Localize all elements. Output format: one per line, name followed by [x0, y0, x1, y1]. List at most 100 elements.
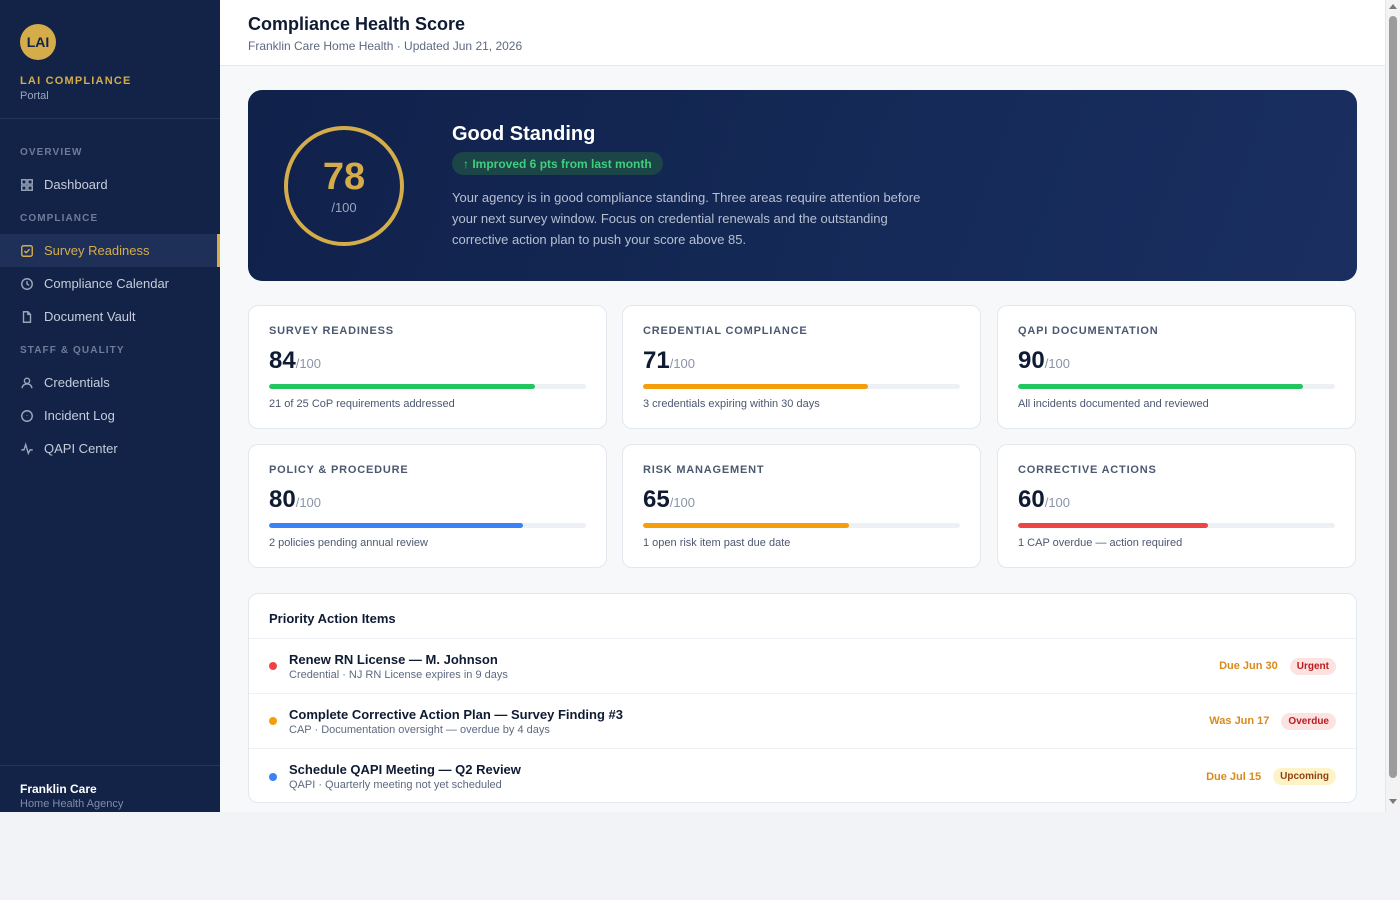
sidebar-item-document-vault[interactable]: Document Vault	[0, 300, 220, 333]
scroll-thumb[interactable]	[1389, 16, 1397, 778]
card-score-max: /100	[669, 356, 696, 371]
sidebar-item-qapi-center[interactable]: QAPI Center	[0, 432, 220, 465]
sidebar-item-dashboard[interactable]: Dashboard	[0, 168, 220, 201]
brand-subtitle: Portal	[20, 90, 49, 102]
brand: LAI LAI COMPLIANCE Portal	[0, 0, 220, 119]
card-note: 2 policies pending annual review	[269, 537, 428, 549]
card-score-value: 60	[1018, 486, 1045, 513]
score-ring: 78 /100	[284, 126, 404, 246]
status-badge: Upcoming	[1273, 768, 1336, 785]
brand-name: LAI COMPLIANCE	[20, 75, 132, 87]
action-item-title: Schedule QAPI Meeting — Q2 Review	[289, 762, 521, 777]
alert-circle-icon	[20, 409, 34, 423]
page-header: Compliance Health Score Franklin Care Ho…	[220, 0, 1385, 66]
page-subtitle: Franklin Care Home Health · Updated Jun …	[248, 39, 523, 53]
action-item-text: Complete Corrective Action Plan — Survey…	[289, 707, 623, 736]
action-item-text: Schedule QAPI Meeting — Q2 Review QAPI · …	[289, 762, 521, 791]
card-score: 90/100	[1018, 347, 1335, 375]
score-card-survey-readiness[interactable]: SURVEY READINESS 84/100 21 of 25 CoP requi…	[248, 305, 607, 429]
progress-bar	[269, 384, 586, 389]
action-item-row[interactable]: Schedule QAPI Meeting — Q2 Review QAPI · …	[249, 749, 1356, 802]
nav-section-staff-quality: STAFF & QUALITY	[20, 345, 125, 356]
progress-fill	[643, 523, 850, 528]
standing-description: Your agency is in good compliance standi…	[452, 190, 921, 247]
progress-fill	[643, 384, 869, 389]
due-date: Due Jul 15	[1206, 770, 1262, 783]
panel-title: Priority Action Items	[249, 594, 1356, 639]
score-card-qapi-documentation[interactable]: QAPI DOCUMENTATION 90/100 All incidents do…	[997, 305, 1356, 429]
card-label: CORRECTIVE ACTIONS	[1018, 464, 1157, 476]
card-label: RISK MANAGEMENT	[643, 464, 765, 476]
card-score: 71/100	[643, 347, 960, 375]
due-date: Was Jun 17	[1209, 715, 1270, 727]
action-item-row[interactable]: Complete Corrective Action Plan — Survey…	[249, 694, 1356, 749]
action-item-subtitle: QAPI · Quarterly meeting not yet schedul…	[289, 779, 502, 791]
progress-fill	[1018, 384, 1304, 389]
status-dot	[269, 772, 277, 781]
card-score-max: /100	[295, 356, 322, 371]
sidebar-item-credentials[interactable]: Credentials	[0, 366, 220, 399]
action-item-subtitle: CAP · Documentation oversight — overdue …	[289, 723, 550, 736]
scroll-up-icon[interactable]	[1389, 4, 1397, 9]
score-card-policy-procedure[interactable]: POLICY & PROCEDURE 80/100 2 policies pendi…	[248, 444, 607, 568]
progress-fill	[269, 523, 523, 528]
card-label: POLICY & PROCEDURE	[269, 464, 409, 476]
progress-bar	[1018, 523, 1335, 528]
scroll-down-icon[interactable]	[1389, 799, 1397, 804]
overall-score: 78	[322, 156, 366, 198]
sidebar-item-compliance-calendar[interactable]: Compliance Calendar	[0, 267, 220, 300]
status-badge: Overdue	[1281, 712, 1336, 730]
sidebar-item-label: Survey Readiness	[44, 243, 150, 258]
health-score-hero: 78 /100 Good Standing ↑ Improved 6 pts f…	[248, 90, 1357, 281]
card-score-max: /100	[1044, 495, 1071, 510]
card-score: 80/100	[269, 486, 586, 514]
status-badge: Urgent	[1289, 657, 1336, 675]
score-card-corrective-actions[interactable]: CORRECTIVE ACTIONS 60/100 1 CAP overdue — …	[997, 444, 1356, 568]
document-icon	[20, 310, 34, 324]
sidebar: LAI LAI COMPLIANCE Portal OVERVIEW Dashb…	[0, 0, 220, 812]
card-score: 84/100	[269, 347, 586, 375]
org-name: Franklin Care	[20, 782, 97, 796]
progress-bar	[1018, 384, 1335, 389]
user-icon	[20, 376, 34, 390]
progress-fill	[269, 384, 536, 389]
card-score-value: 90	[1018, 347, 1045, 374]
card-score-max: /100	[669, 495, 696, 510]
standing-title: Good Standing	[452, 123, 596, 145]
card-label: SURVEY READINESS	[269, 325, 394, 337]
sidebar-footer: Franklin Care Home Health Agency	[0, 765, 220, 812]
card-score-max: /100	[1044, 356, 1071, 371]
sidebar-item-incident-log[interactable]: Incident Log	[0, 399, 220, 432]
org-type: Home Health Agency	[20, 798, 124, 810]
card-score-value: 80	[269, 486, 296, 513]
action-item-text: Renew RN License — M. Johnson Credential …	[289, 652, 508, 681]
sidebar-item-label: Credentials	[44, 375, 110, 390]
overall-score-max: /100	[331, 200, 357, 215]
clock-icon	[20, 277, 34, 291]
sidebar-item-survey-readiness[interactable]: Survey Readiness	[0, 234, 220, 267]
progress-bar	[643, 384, 960, 389]
page-title: Compliance Health Score	[248, 14, 466, 34]
card-score-value: 71	[643, 347, 670, 374]
checklist-icon	[20, 244, 34, 258]
card-label: CREDENTIAL COMPLIANCE	[643, 325, 808, 337]
action-item-row[interactable]: Renew RN License — M. Johnson Credential …	[249, 639, 1356, 694]
sidebar-item-label: QAPI Center	[44, 441, 118, 456]
card-score: 65/100	[643, 486, 960, 514]
score-card-credential-compliance[interactable]: CREDENTIAL COMPLIANCE 71/100 3 credentials…	[622, 305, 981, 429]
logo[interactable]: LAI	[20, 24, 56, 60]
scrollbar[interactable]	[1385, 0, 1400, 812]
activity-icon	[20, 441, 34, 456]
status-dot	[269, 662, 277, 670]
action-item-meta: Was Jun 17 Overdue	[1209, 712, 1336, 730]
due-date: Due Jun 30	[1219, 660, 1278, 672]
sidebar-item-label: Dashboard	[44, 177, 108, 192]
progress-fill	[1018, 523, 1209, 528]
main-content: 78 /100 Good Standing ↑ Improved 6 pts f…	[220, 66, 1385, 812]
score-card-risk-management[interactable]: RISK MANAGEMENT 65/100 1 open risk item pa…	[622, 444, 981, 568]
sidebar-item-label: Document Vault	[44, 309, 136, 324]
action-item-meta: Due Jun 30 Urgent	[1219, 657, 1336, 675]
card-score-max: /100	[295, 495, 322, 510]
card-label: QAPI DOCUMENTATION	[1018, 325, 1159, 337]
card-note: 1 CAP overdue — action required	[1018, 537, 1183, 549]
